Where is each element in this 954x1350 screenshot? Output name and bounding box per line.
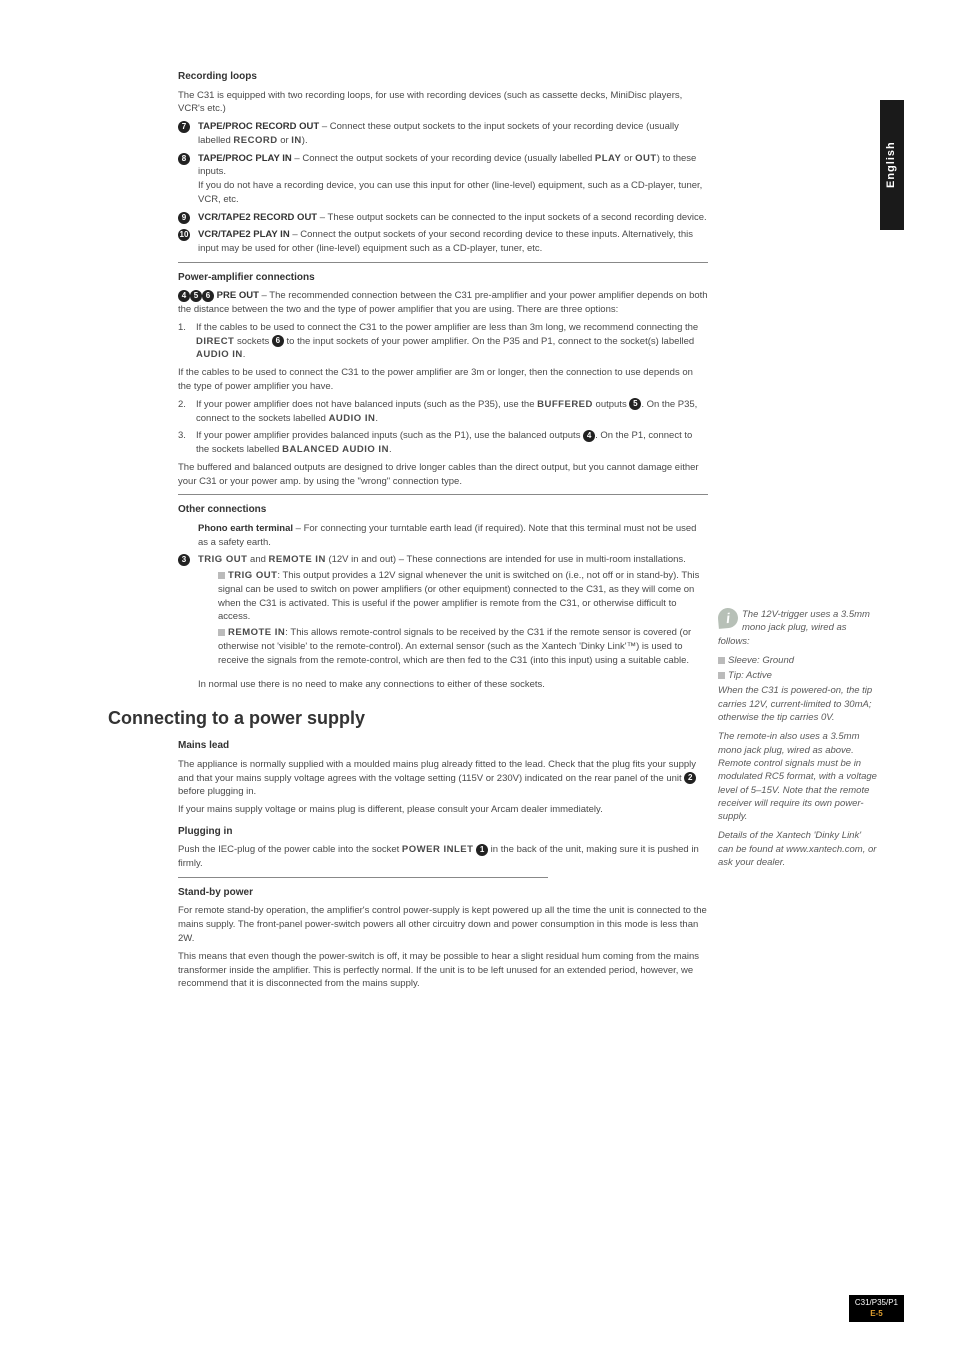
circle-7: 7	[178, 121, 190, 133]
standby-p1: For remote stand-by operation, the ampli…	[178, 904, 708, 945]
trig-out-desc: TRIG OUT: This output provides a 12V sig…	[198, 569, 708, 624]
footer-model: C31/P35/P1	[855, 1298, 898, 1307]
poweramp-heading: Power-amplifier connections	[178, 271, 708, 286]
opt-1: 1. If the cables to be used to connect t…	[178, 321, 708, 362]
side-p4: Details of the Xantech 'Dinky Link' can …	[718, 829, 878, 869]
rec9-label: VCR/TAPE2 RECORD OUT	[198, 212, 317, 223]
opt-2: 2. If your power amplifier does not have…	[178, 398, 708, 426]
recording-intro: The C31 is equipped with two recording l…	[178, 89, 708, 117]
plug-p: Push the IEC-plug of the power cable int…	[178, 843, 708, 871]
mains-heading: Mains lead	[178, 739, 708, 754]
rec-item-10: 10 VCR/TAPE2 PLAY IN – Connect the outpu…	[178, 228, 708, 256]
other-heading: Other connections	[178, 503, 708, 518]
side-p1: The 12V-trigger uses a 3.5mm mono jack p…	[718, 608, 878, 648]
circle-9: 9	[178, 212, 190, 224]
rec7-label: TAPE/PROC RECORD OUT	[198, 121, 319, 132]
rec8-extra: If you do not have a recording device, y…	[198, 179, 708, 207]
divider	[178, 877, 548, 878]
poweramp-intro: 456 PRE OUT – The recommended connection…	[178, 289, 708, 317]
bullet-icon	[718, 672, 725, 679]
info-sidebar: i The 12V-trigger uses a 3.5mm mono jack…	[718, 608, 878, 875]
circle-3: 3	[178, 554, 190, 566]
trig-remote: 3 TRIG OUT and REMOTE IN (12V in and out…	[178, 553, 708, 691]
bullet-icon	[218, 629, 225, 636]
rec10-label: VCR/TAPE2 PLAY IN	[198, 229, 290, 240]
poweramp-tail: The buffered and balanced outputs are de…	[178, 461, 708, 489]
opt-3: 3. If your power amplifier provides bala…	[178, 429, 708, 457]
side-b1: Sleeve: Ground	[718, 654, 878, 667]
phono-earth: Phono earth terminal – For connecting yo…	[178, 522, 708, 550]
footer-page: E-5	[870, 1309, 882, 1318]
connecting-title: Connecting to a power supply	[108, 705, 708, 731]
plug-heading: Plugging in	[178, 825, 708, 840]
rec-item-7: 7 TAPE/PROC RECORD OUT – Connect these o…	[178, 120, 708, 148]
rec8-label: TAPE/PROC PLAY IN	[198, 153, 292, 164]
recording-heading: Recording loops	[178, 70, 708, 85]
main-content: Recording loops The C31 is equipped with…	[178, 62, 708, 995]
circle-8: 8	[178, 153, 190, 165]
rec-item-8: 8 TAPE/PROC PLAY IN – Connect the output…	[178, 152, 708, 207]
remote-in-desc: REMOTE IN: This allows remote-control si…	[198, 626, 708, 667]
rec-item-9: 9 VCR/TAPE2 RECORD OUT – These output so…	[178, 211, 708, 225]
side-p2: When the C31 is powered-on, the tip carr…	[718, 684, 878, 724]
divider	[178, 494, 708, 495]
language-tab: English	[880, 100, 904, 230]
standby-p2: This means that even though the power-sw…	[178, 950, 708, 991]
bullet-icon	[218, 572, 225, 579]
poweramp-mid: If the cables to be used to connect the …	[178, 366, 708, 394]
standby-heading: Stand-by power	[178, 886, 708, 901]
footer-badge: C31/P35/P1 E-5	[849, 1295, 904, 1322]
circle-10: 10	[178, 229, 190, 241]
bullet-icon	[718, 657, 725, 664]
normal-use: In normal use there is no need to make a…	[198, 678, 708, 692]
divider	[178, 262, 708, 263]
mains-p2: If your mains supply voltage or mains pl…	[178, 803, 708, 817]
side-p3: The remote-in also uses a 3.5mm mono jac…	[718, 730, 878, 823]
side-b2: Tip: Active	[718, 669, 878, 682]
mains-p1: The appliance is normally supplied with …	[178, 758, 708, 799]
